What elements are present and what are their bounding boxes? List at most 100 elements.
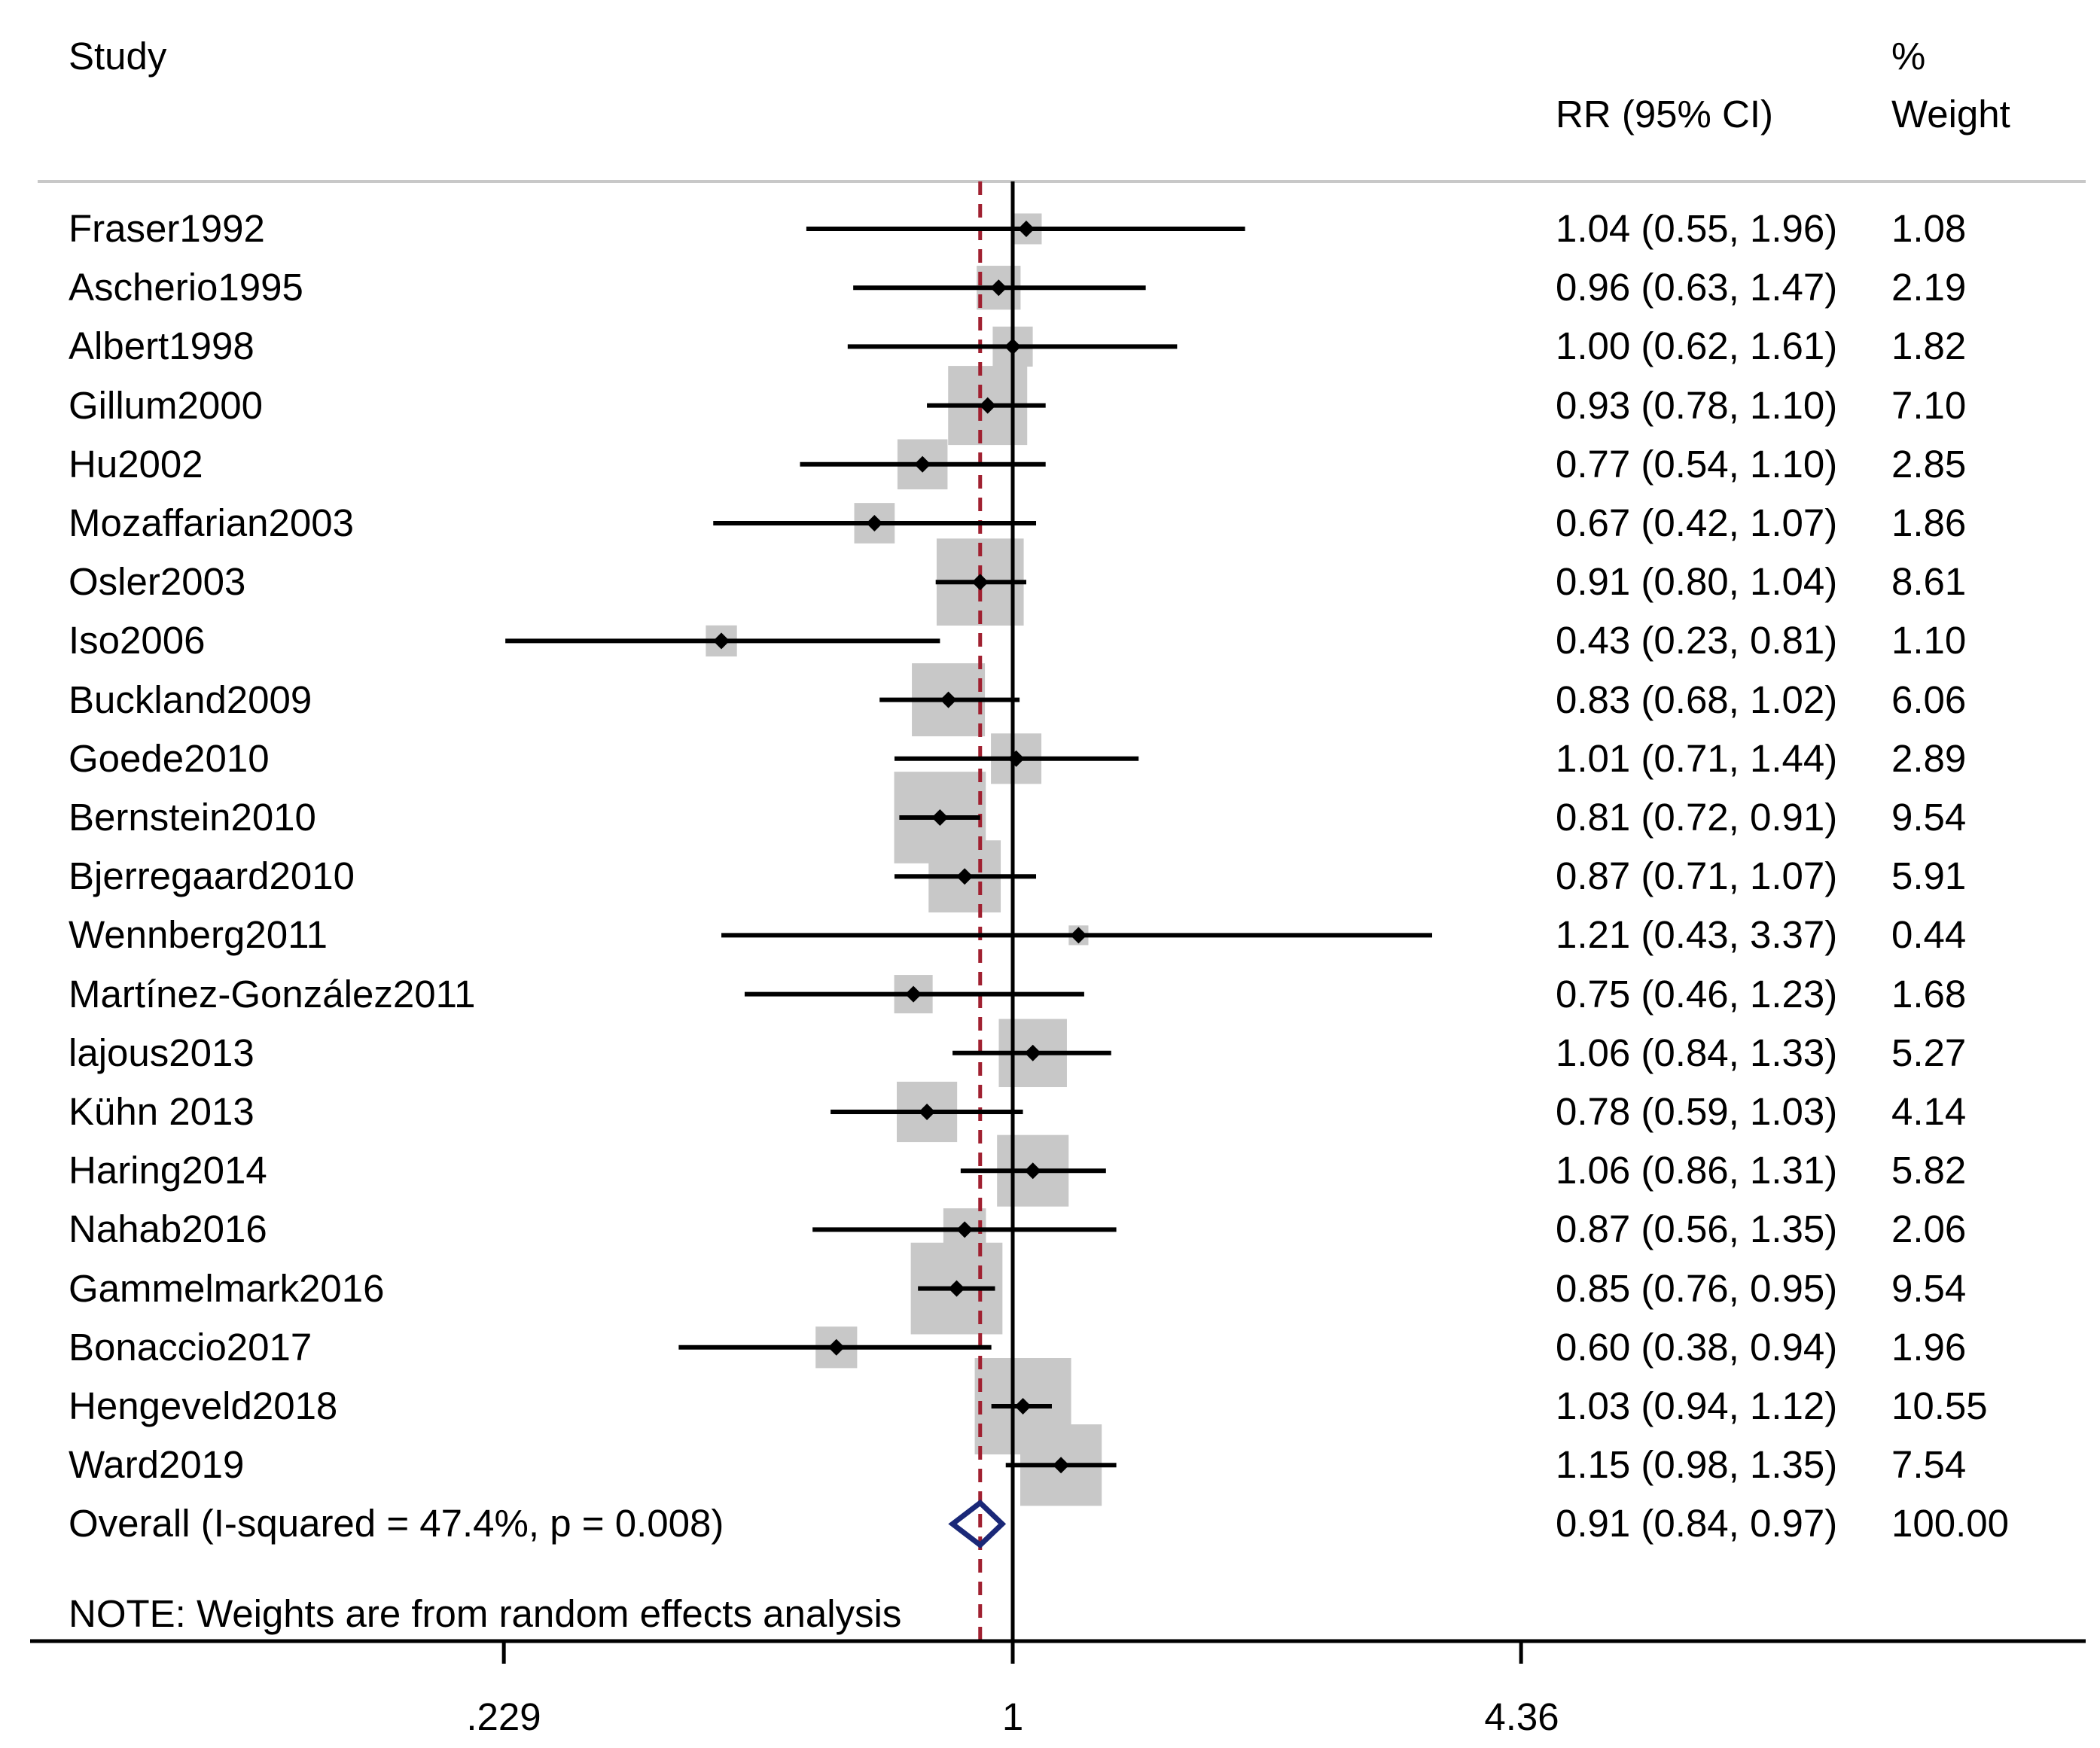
study-label: Martínez-González2011	[69, 972, 476, 1016]
study-ci-text: 1.21 (0.43, 3.37)	[1556, 913, 1838, 957]
study-weight-text: 9.54	[1891, 1266, 1967, 1310]
study-label: Hengeveld2018	[69, 1384, 338, 1427]
study-ci-text: 0.77 (0.54, 1.10)	[1556, 442, 1838, 486]
study-weight-text: 1.86	[1891, 501, 1967, 544]
study-weight-text: 10.55	[1891, 1384, 1988, 1427]
point-estimate	[1017, 221, 1035, 237]
header-study: Study	[69, 35, 167, 78]
study-weight-text: 6.06	[1891, 678, 1967, 721]
study-weight-text: 2.89	[1891, 736, 1967, 780]
study-weight-text: 1.10	[1891, 619, 1967, 662]
overall-diamond	[948, 1499, 1007, 1549]
study-ci-text: 1.06 (0.86, 1.31)	[1556, 1149, 1838, 1192]
overall-label: Overall (I-squared = 47.4%, p = 0.008)	[69, 1502, 724, 1545]
study-weight-text: 1.96	[1891, 1325, 1967, 1369]
point-estimate	[956, 1221, 974, 1238]
point-estimate	[828, 1338, 845, 1356]
point-estimate	[1014, 1398, 1032, 1415]
overall-weight-text: 100.00	[1891, 1502, 2009, 1545]
header-weight: Weight	[1891, 93, 2010, 136]
point-estimate	[713, 632, 730, 650]
study-weight-text: 1.68	[1891, 972, 1967, 1016]
study-label: Buckland2009	[69, 678, 312, 721]
point-estimate	[1004, 338, 1021, 355]
study-weight-text: 2.19	[1891, 266, 1967, 309]
study-weight-text: 0.44	[1891, 913, 1967, 957]
study-label: Goede2010	[69, 736, 270, 780]
x-tick-label: 1	[1001, 1695, 1024, 1738]
study-ci-text: 0.81 (0.72, 0.91)	[1556, 796, 1838, 839]
study-label: Bonaccio2017	[69, 1325, 312, 1369]
point-estimate	[956, 868, 974, 885]
point-estimate	[1053, 1457, 1070, 1474]
study-ci-text: 1.06 (0.84, 1.33)	[1556, 1031, 1838, 1074]
study-weight-text: 5.91	[1891, 854, 1967, 898]
study-ci-text: 0.83 (0.68, 1.02)	[1556, 678, 1838, 721]
study-weight-text: 8.61	[1891, 560, 1967, 604]
study-weight-text: 1.08	[1891, 207, 1967, 250]
study-ci-text: 0.78 (0.59, 1.03)	[1556, 1090, 1838, 1133]
study-ci-text: 0.93 (0.78, 1.10)	[1556, 383, 1838, 427]
point-estimate	[1024, 1044, 1041, 1061]
study-weight-text: 5.82	[1891, 1149, 1967, 1192]
point-estimate	[979, 397, 996, 414]
study-label: Mozaffarian2003	[69, 501, 354, 544]
point-estimate	[866, 515, 883, 531]
point-estimate	[931, 809, 949, 826]
study-weight-text: 2.85	[1891, 442, 1967, 486]
study-ci-text: 0.43 (0.23, 0.81)	[1556, 619, 1838, 662]
study-label: Osler2003	[69, 560, 246, 604]
study-ci-text: 0.96 (0.63, 1.47)	[1556, 266, 1838, 309]
study-label: Fraser1992	[69, 207, 265, 250]
study-weight-text: 4.14	[1891, 1090, 1967, 1133]
point-estimate	[1007, 750, 1025, 767]
study-label: Nahab2016	[69, 1207, 267, 1251]
study-ci-text: 0.67 (0.42, 1.07)	[1556, 501, 1838, 544]
study-weight-text: 7.10	[1891, 383, 1967, 427]
study-weight-text: 9.54	[1891, 796, 1967, 839]
study-label: Gammelmark2016	[69, 1266, 385, 1310]
x-tick-label: 4.36	[1484, 1695, 1559, 1738]
study-ci-text: 0.87 (0.71, 1.07)	[1556, 854, 1838, 898]
study-label: lajous2013	[69, 1031, 254, 1074]
study-ci-text: 0.75 (0.46, 1.23)	[1556, 972, 1838, 1016]
study-label: Kühn 2013	[69, 1090, 254, 1133]
study-ci-text: 0.91 (0.80, 1.04)	[1556, 560, 1838, 604]
study-label: Hu2002	[69, 442, 203, 486]
header-weight-pct: %	[1891, 35, 1926, 78]
study-ci-text: 0.60 (0.38, 0.94)	[1556, 1325, 1838, 1369]
study-label: Ward2019	[69, 1443, 245, 1487]
study-label: Albert1998	[69, 324, 254, 368]
overall-ci-text: 0.91 (0.84, 0.97)	[1556, 1502, 1838, 1545]
study-label: Bjerregaard2010	[69, 854, 355, 898]
study-weight-text: 7.54	[1891, 1443, 1967, 1487]
study-ci-text: 0.87 (0.56, 1.35)	[1556, 1207, 1838, 1251]
study-ci-text: 1.15 (0.98, 1.35)	[1556, 1443, 1838, 1487]
study-label: Bernstein2010	[69, 796, 316, 839]
point-estimate	[940, 691, 957, 708]
point-estimate	[990, 279, 1007, 297]
study-label: Gillum2000	[69, 383, 263, 427]
study-weight-text: 1.82	[1891, 324, 1967, 368]
x-tick-label: .229	[466, 1695, 541, 1738]
study-ci-text: 0.85 (0.76, 0.95)	[1556, 1266, 1838, 1310]
study-weight-text: 2.06	[1891, 1207, 1967, 1251]
footnote: NOTE: Weights are from random effects an…	[69, 1592, 902, 1635]
header-effect: RR (95% CI)	[1556, 93, 1774, 136]
study-label: Haring2014	[69, 1149, 267, 1192]
study-weight-text: 5.27	[1891, 1031, 1967, 1074]
study-ci-text: 1.03 (0.94, 1.12)	[1556, 1384, 1838, 1427]
point-estimate	[948, 1280, 965, 1297]
point-estimate	[1024, 1162, 1041, 1180]
point-estimate	[1070, 927, 1087, 944]
study-ci-text: 1.04 (0.55, 1.96)	[1556, 207, 1838, 250]
study-ci-text: 1.00 (0.62, 1.61)	[1556, 324, 1838, 368]
study-ci-text: 1.01 (0.71, 1.44)	[1556, 736, 1838, 780]
point-estimate	[914, 455, 931, 473]
study-label: Ascherio1995	[69, 266, 303, 309]
point-estimate	[905, 985, 922, 1003]
point-estimate	[919, 1104, 936, 1120]
study-label: Wennberg2011	[69, 913, 328, 957]
point-estimate	[971, 574, 989, 591]
